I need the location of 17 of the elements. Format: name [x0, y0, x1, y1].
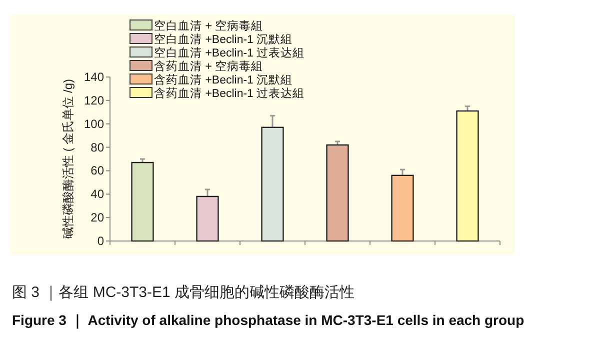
y-tick-label: 120	[84, 93, 104, 108]
y-tick-label: 100	[84, 116, 104, 131]
y-tick-label: 140	[84, 70, 104, 84]
legend-label: 空白血清 +Beclin-1 过表达組	[154, 46, 305, 60]
y-tick-label: 20	[90, 210, 104, 225]
text: Figure 3 ｜ Activity of alkaline phosphatase in MC-3T3-E1 cells in each group	[12, 312, 524, 329]
legend-label: 空白血清 + 空病毒組	[154, 18, 264, 32]
legend-label: 含药血清 +Beclin-1 沉默組	[154, 74, 293, 86]
text: 图 3 ｜各组 MC-3T3-E1 成骨细胞的碱性磷酸酶活性	[12, 284, 355, 301]
y-tick-label: 40	[90, 187, 104, 202]
legend-label: 含药血清 +Beclin-1 过表达組	[154, 87, 305, 100]
y-tick-label: 60	[90, 164, 104, 178]
legend-label: 空白血清 +Beclin-1 沉默組	[154, 32, 293, 46]
legend-label: 含药血清 + 空病毒組	[154, 59, 264, 73]
y-tick-label: 0	[97, 234, 104, 248]
y-tick-label: 80	[90, 140, 104, 154]
y-axis-title: 碱性磷酸酶活性 ( 金氏单位 /g)	[61, 78, 75, 240]
